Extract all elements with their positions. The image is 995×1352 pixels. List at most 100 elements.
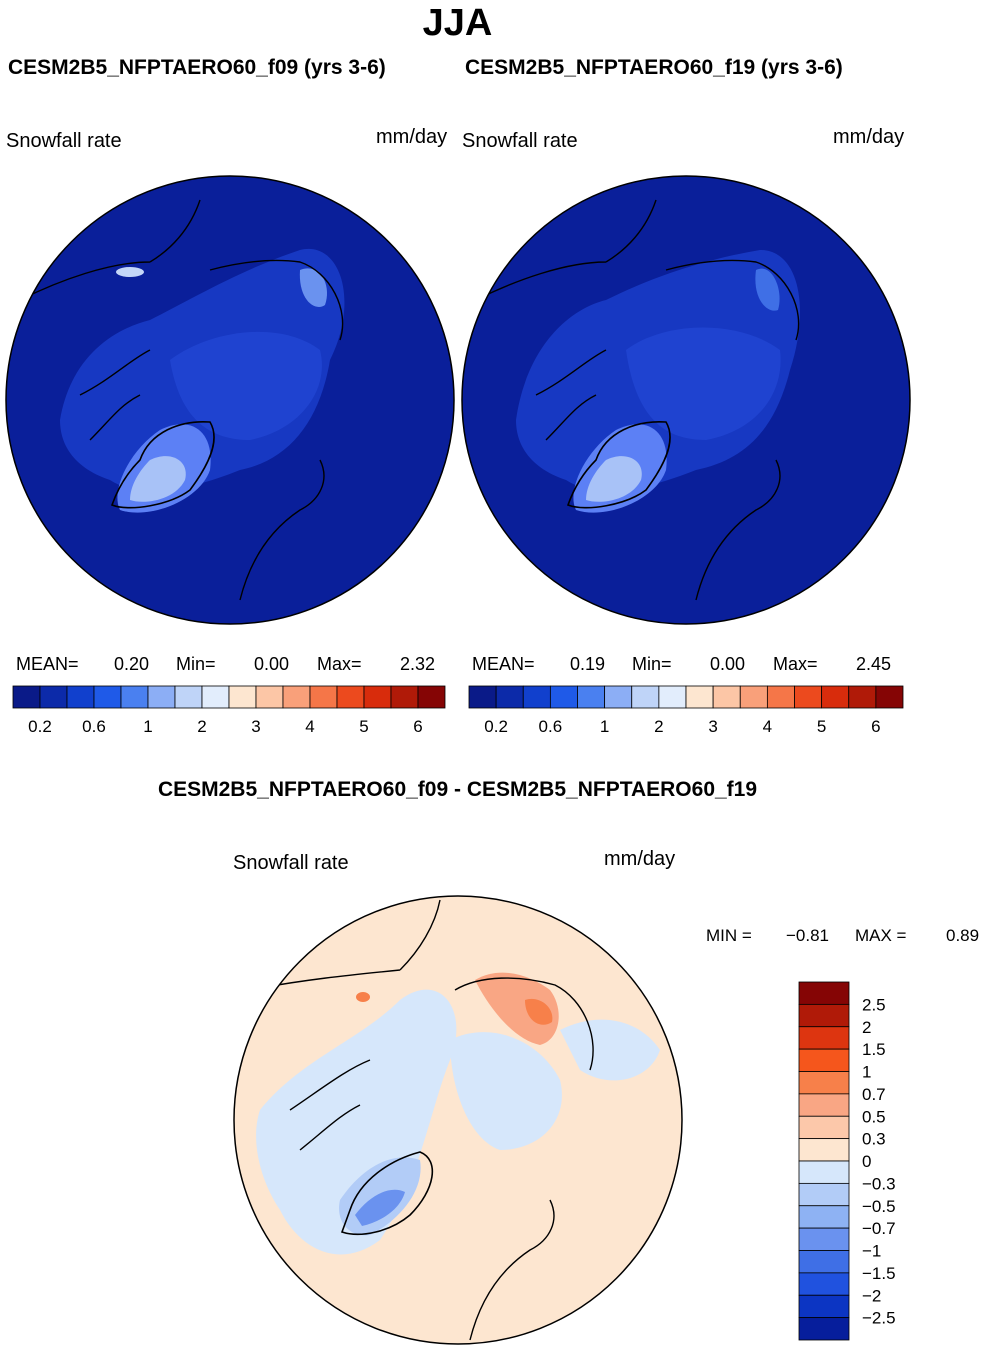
diff-coastlines [249,899,594,1341]
diff-min-value: −0.81 [786,926,830,945]
map-2-greenland-coast [566,421,671,509]
panel-1-min-label: Min= [176,654,216,674]
colorbar-diff-tick-label: 0.3 [862,1130,886,1149]
colorbar-diff-tick-label: −1 [862,1242,881,1261]
colorbar-diff-cell-8 [798,1160,850,1184]
map-panel-2 [461,175,911,625]
colorbar-1-cell-12 [336,685,365,709]
panel-2-max-value: 2.45 [856,654,892,674]
colorbar-diff-cell-13 [798,1272,850,1296]
colorbar-diff-cell-4 [798,1071,850,1095]
map-1-greenland-peak [130,456,186,502]
colorbar-2-cell-13 [821,685,850,709]
colorbar-diff-cell-6 [798,1115,850,1140]
map-1-arctic-ocean-snow [170,331,322,440]
colorbar-1-cell-8 [228,685,257,709]
colorbar-diff-tick-label: 2 [862,1018,871,1037]
map-1-siberia-snow [299,268,328,307]
colorbar-1-cell-4 [120,685,149,709]
colorbar-2-tick-label: 6 [871,717,880,736]
colorbar-1-cell-10 [282,685,311,709]
colorbar-diff-tick-label: 1.5 [862,1040,886,1059]
map-2-border [461,175,911,625]
colorbar-2-cell-2 [522,685,551,709]
colorbar-panel-1: 0.2 0.6 1 2 3 4 5 6 [12,685,446,736]
map-panel-1 [5,175,455,625]
panel-1-min-value: 0.00 [254,654,290,674]
colorbar-1-tick-label: 5 [359,717,368,736]
colorbar-diff-cell-7 [798,1138,850,1162]
map-1-alaska-snow [116,267,144,277]
colorbar-2-tick-label: 0.2 [484,717,508,736]
colorbar-2-tick-label: 4 [763,717,772,736]
colorbar-2-tick-label: 5 [817,717,826,736]
panel-1-mean-label: MEAN= [16,654,79,674]
colorbar-1-tick-label: 4 [305,717,314,736]
colorbar-diff-tick-label: −2.5 [862,1309,896,1328]
panel-1-units: mm/day [376,126,448,148]
colorbar-2-cell-6 [631,685,660,709]
colorbar-1-cell-3 [93,685,122,709]
colorbar-diff-cell-14 [798,1294,850,1319]
map-1-coastlines [19,199,344,601]
panel-1-mean-value: 0.20 [114,654,150,674]
panel-2-mean-label: MEAN= [472,654,535,674]
colorbar-1-cell-5 [147,685,176,709]
diff-min-label: MIN = [706,926,752,945]
colorbar-diff-tick-label: −2 [862,1286,881,1305]
colorbar-diff-tick-label: 2.5 [862,995,886,1014]
diff-max-value: 0.89 [946,926,980,945]
colorbar-diff-tick-label: 1 [862,1063,871,1082]
colorbar-1-cell-0 [12,685,41,709]
colorbar-2-cell-3 [549,685,578,709]
colorbar-diff-cell-12 [798,1250,850,1274]
diff-units: mm/day [604,848,676,870]
diff-alaska-positive [356,992,370,1002]
map-1-greenland-coast [110,421,215,509]
colorbar-diff-tick-label: −0.3 [862,1174,896,1193]
colorbar-diff-cell-9 [798,1182,850,1207]
panel-2-min-label: Min= [632,654,672,674]
diff-greenland-coast [340,1151,434,1236]
colorbar-diff-cell-15 [798,1317,850,1341]
panel-2-max-label: Max= [773,654,818,674]
colorbar-1-cell-9 [255,685,284,709]
colorbar-diff-cell-11 [798,1227,850,1251]
colorbar-2-cell-11 [766,685,795,709]
colorbar-1-tick-label: 1 [143,717,152,736]
colorbar-2-cell-9 [712,685,741,709]
panel-2-variable: Snowfall rate [462,130,578,152]
map-2-coastlines [475,199,800,601]
colorbar-diff-cell-2 [798,1026,850,1050]
colorbar-2-cell-7 [658,685,687,709]
colorbar-2-cell-4 [577,685,606,709]
colorbar-1-cell-7 [201,685,230,709]
colorbar-diff-tick-label: 0.5 [862,1107,886,1126]
colorbar-2-tick-label: 2 [654,717,663,736]
colorbar-1-tick-label: 2 [197,717,206,736]
colorbar-2-cell-0 [468,685,497,709]
season-title: JJA [422,2,493,44]
colorbar-1-cell-6 [174,685,203,709]
colorbar-2-cell-8 [685,685,714,709]
colorbar-diff-tick-label: 0 [862,1152,871,1171]
colorbar-diff-cell-10 [798,1205,850,1229]
panel-2-min-value: 0.00 [710,654,746,674]
map-1-border [5,175,455,625]
colorbar-2-tick-label: 3 [708,717,717,736]
diff-title: CESM2B5_NFPTAERO60_f09 - CESM2B5_NFPTAER… [157,778,758,801]
colorbar-diff-tick-label: −0.7 [862,1219,896,1238]
diff-siberia-max [525,998,553,1025]
colorbar-diff-cell-0 [798,981,850,1005]
colorbar-1-cell-13 [363,685,392,709]
colorbar-1-cell-15 [417,685,446,709]
colorbar-diff-cell-5 [798,1093,850,1117]
colorbar-diff-cell-3 [798,1048,850,1072]
colorbar-2-cell-5 [604,685,633,709]
colorbar-1-cell-14 [390,685,419,709]
panel-1-title: CESM2B5_NFPTAERO60_f09 (yrs 3-6) [8,56,386,79]
diff-max-label: MAX = [855,926,907,945]
colorbar-1-tick-label: 0.2 [28,717,52,736]
colorbar-1-tick-label: 3 [251,717,260,736]
